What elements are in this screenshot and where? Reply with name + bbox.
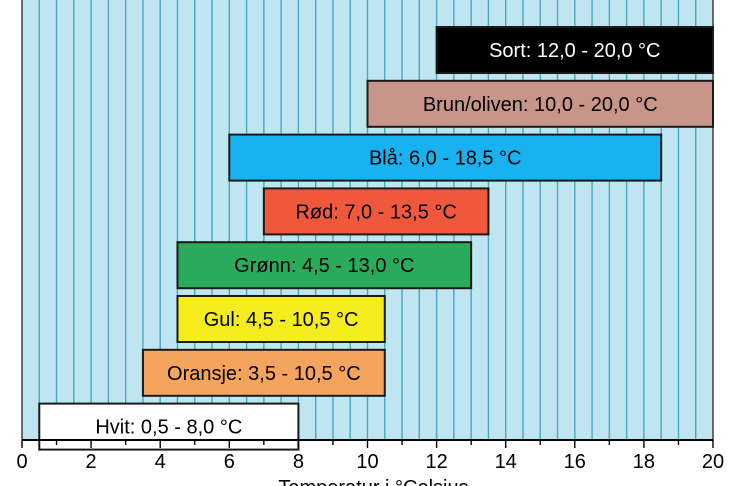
range-bar: [262, 187, 490, 236]
range-bar-label: Blå: 6,0 - 18,5 °C: [369, 148, 522, 170]
x-tick-label: 4: [155, 451, 166, 473]
range-bar-group: Sort: 12,0 - 20,0 °C: [435, 26, 714, 74]
range-bar-label: Rød: 7,0 - 13,5 °C: [295, 201, 456, 223]
range-bar: [176, 295, 386, 343]
range-bar: [38, 402, 300, 451]
x-tick-label: 12: [425, 451, 447, 473]
x-tick-label: 8: [293, 451, 304, 473]
x-tick-label: 0: [16, 451, 27, 473]
range-bar-group: Grønn: 4,5 - 13,0 °C: [176, 241, 473, 290]
x-tick-label: 2: [86, 451, 97, 473]
range-bar-group: Blå: 6,0 - 18,5 °C: [228, 133, 663, 182]
x-tick-label: 10: [356, 451, 378, 473]
range-bar-group: Brun/oliven: 10,0 - 20,0 °C: [366, 79, 714, 128]
range-bar: [228, 133, 663, 182]
range-bar: [366, 79, 714, 128]
range-bar: [141, 348, 386, 397]
x-axis: 0 2 4 6 8 10 12 14 16 18 20: [16, 439, 724, 473]
x-tick-label: 20: [702, 451, 724, 473]
range-bar-label: Hvit: 0,5 - 8,0 °C: [95, 417, 242, 439]
range-bar: [176, 241, 473, 290]
range-bar-label: Gul: 4,5 - 10,5 °C: [204, 309, 359, 331]
range-bar-group: Gul: 4,5 - 10,5 °C: [176, 295, 386, 343]
range-bar-group: Oransje: 3,5 - 10,5 °C: [141, 348, 386, 397]
x-axis-label: Temperatur i °Celsius: [278, 477, 468, 486]
range-bar-group: Rød: 7,0 - 13,5 °C: [262, 187, 490, 236]
x-tick-label: 18: [633, 451, 655, 473]
range-bar-label: Sort: 12,0 - 20,0 °C: [489, 40, 660, 62]
range-bar-label: Brun/oliven: 10,0 - 20,0 °C: [423, 94, 658, 116]
range-bar: [435, 26, 714, 74]
range-bars: Sort: 12,0 - 20,0 °C Brun/oliven: 10,0 - …: [38, 26, 714, 451]
range-bar-label: Oransje: 3,5 - 10,5 °C: [167, 363, 361, 385]
x-tick-label: 14: [495, 451, 517, 473]
range-bar-group: Hvit: 0,5 - 8,0 °C: [38, 402, 300, 451]
x-tick-label: 16: [564, 451, 586, 473]
x-tick-label: 6: [224, 451, 235, 473]
range-bar-label: Grønn: 4,5 - 13,0 °C: [234, 255, 414, 277]
